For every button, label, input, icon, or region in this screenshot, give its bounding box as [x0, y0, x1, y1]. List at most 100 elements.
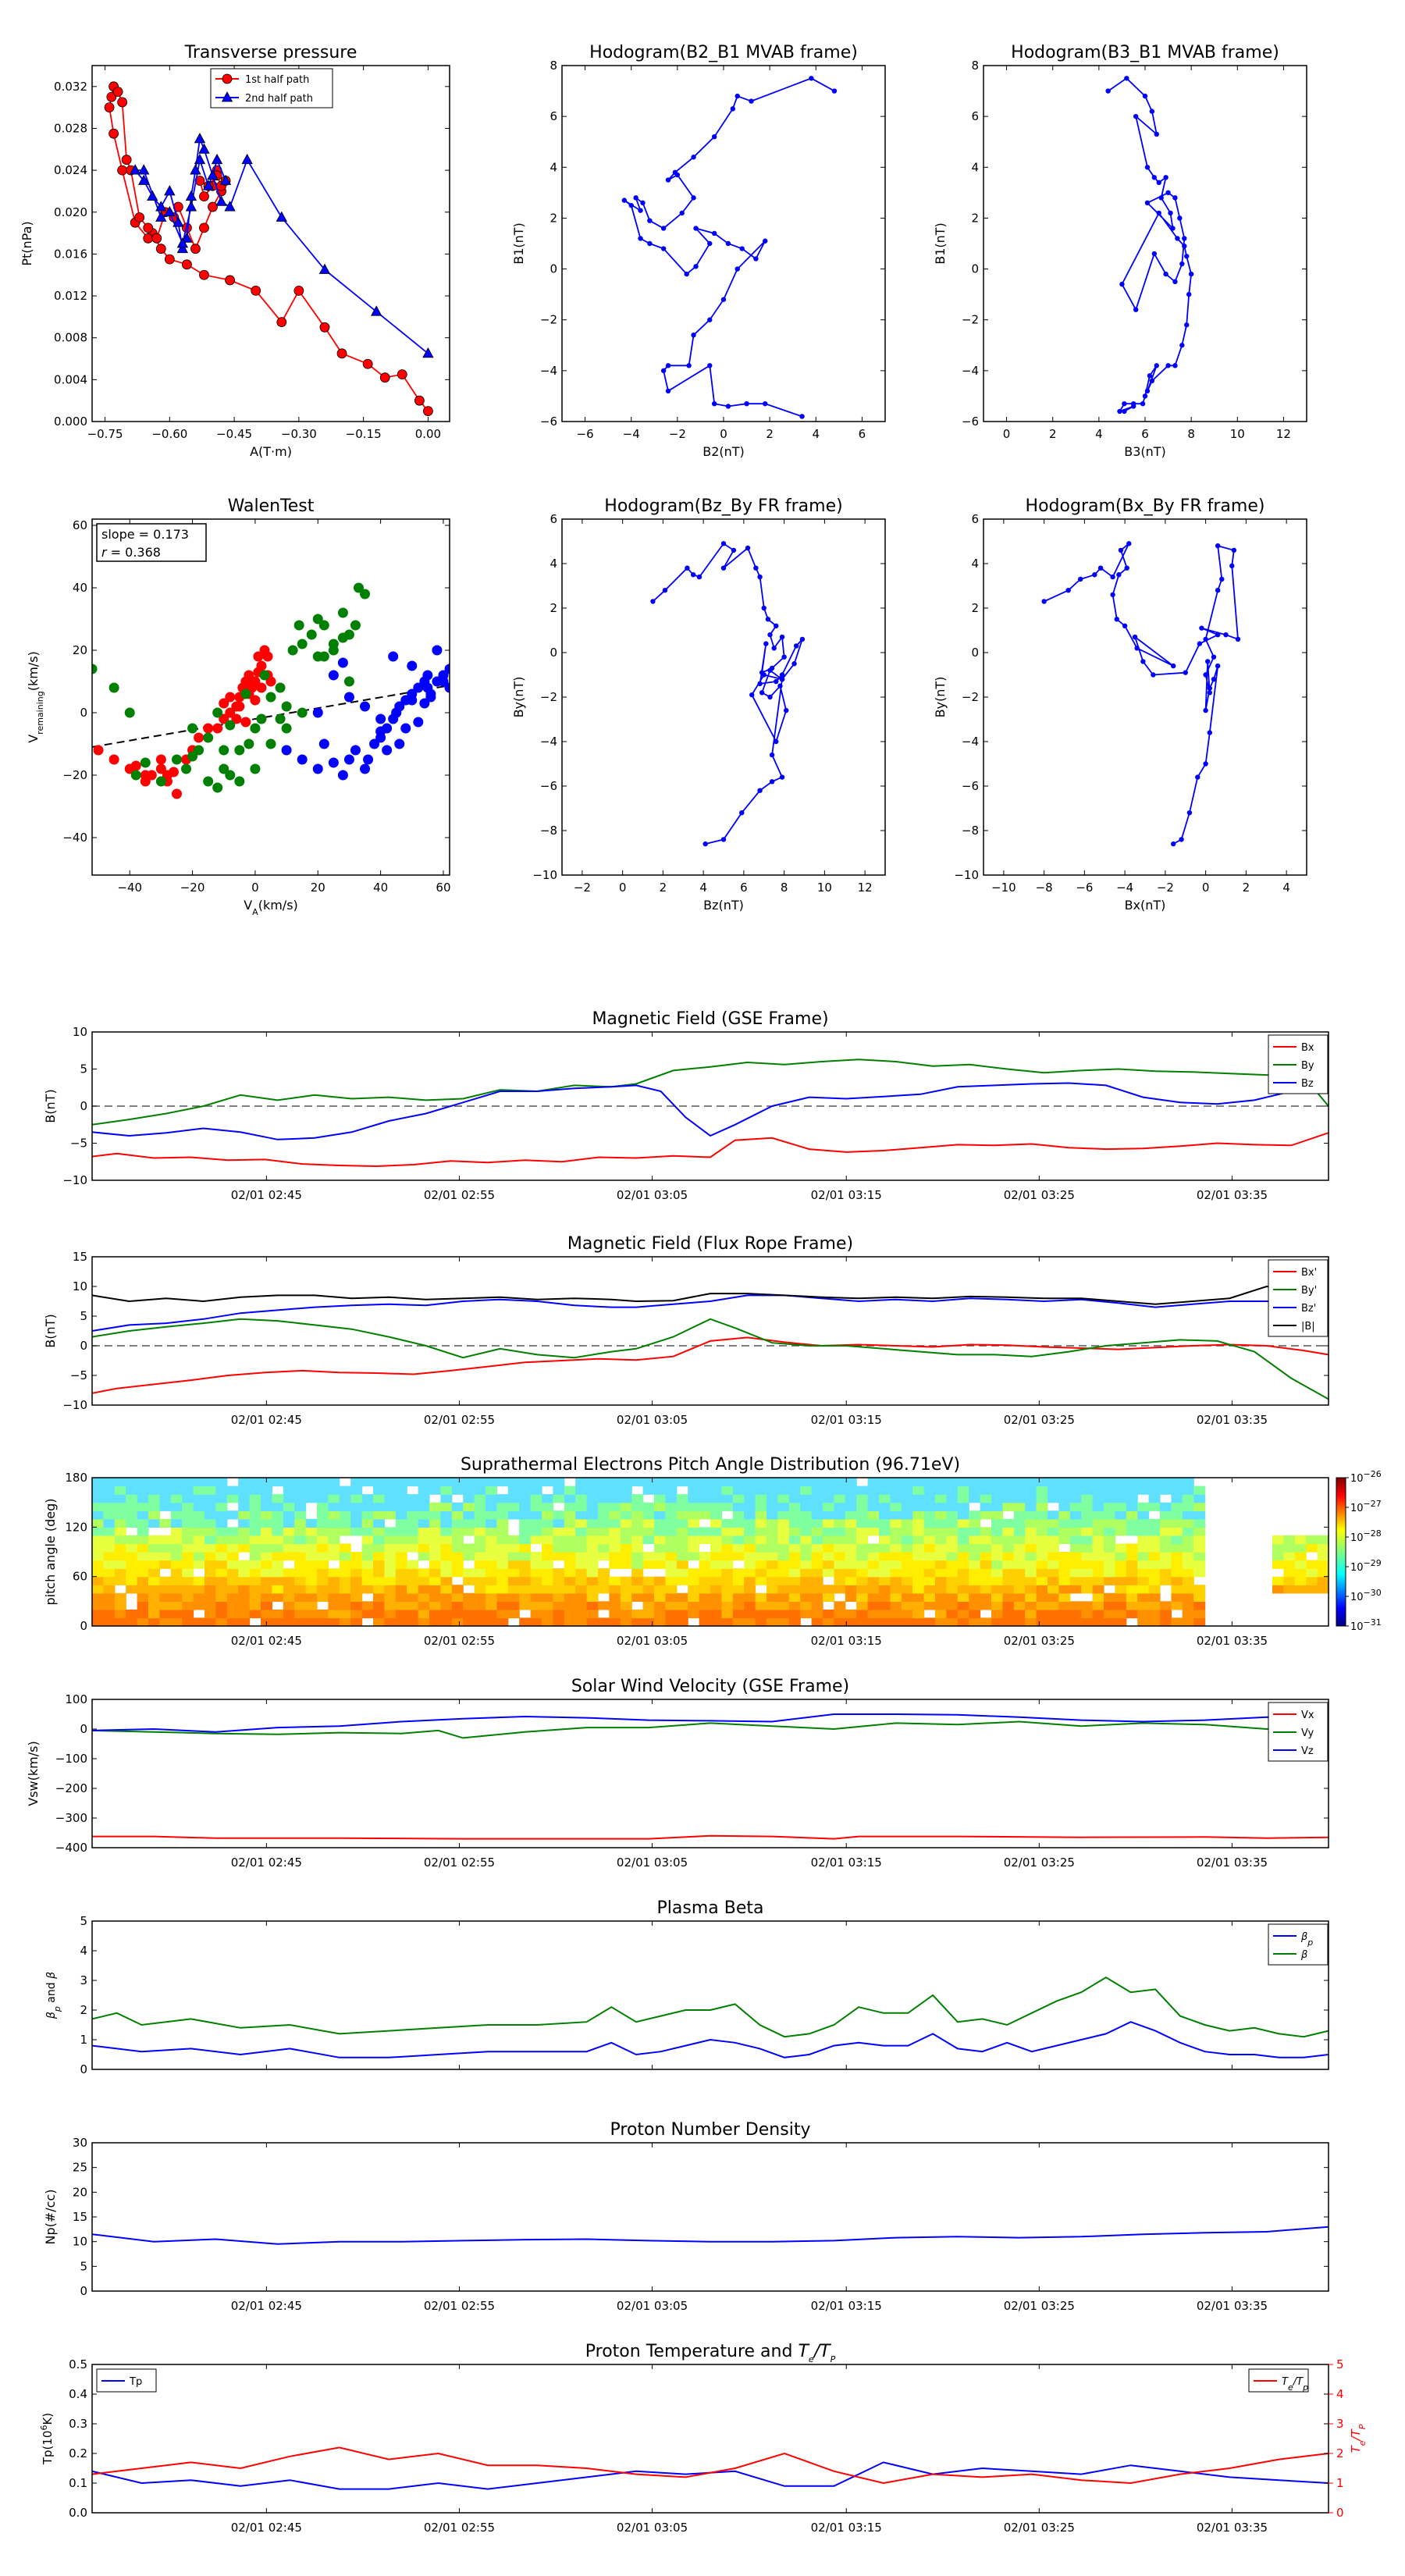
heatmap-cell: [755, 1535, 767, 1545]
heatmap-cell: [575, 1609, 588, 1619]
heatmap-cell: [969, 1576, 981, 1585]
right-y-tick-label: 0: [1336, 2506, 1344, 2520]
heatmap-cell: [1069, 1518, 1082, 1528]
data-point: [397, 369, 407, 380]
axes-frame: [91, 1699, 1329, 1848]
heatmap-cell: [429, 1478, 441, 1487]
heatmap-cell: [429, 1592, 441, 1602]
heatmap-cell: [879, 1502, 891, 1511]
heatmap-cell: [755, 1617, 767, 1627]
heatmap-cell: [665, 1560, 678, 1569]
heatmap-cell: [755, 1543, 767, 1553]
heatmap-cell: [1148, 1592, 1161, 1602]
heatmap-cell: [1002, 1585, 1015, 1594]
heatmap-cell: [507, 1592, 520, 1602]
heatmap-cell: [384, 1552, 397, 1561]
heatmap-cell: [834, 1485, 846, 1495]
heatmap-cell: [834, 1478, 846, 1487]
heatmap-cell: [1048, 1543, 1059, 1553]
heatmap-cell: [890, 1543, 902, 1553]
heatmap-cell: [788, 1478, 801, 1487]
heatmap-cell: [114, 1617, 126, 1627]
text-part: Proton Temperature and: [585, 2342, 799, 2361]
heatmap-cell: [654, 1609, 666, 1619]
heatmap-cell: [395, 1585, 407, 1594]
heatmap-cell: [935, 1585, 947, 1594]
heatmap-cell: [969, 1510, 981, 1520]
heatmap-cells: [92, 1478, 1329, 1627]
data-point: [1171, 841, 1176, 847]
heatmap-cell: [384, 1502, 397, 1511]
heatmap-cell: [1092, 1601, 1104, 1610]
data-point: [793, 643, 799, 649]
heatmap-cell: [777, 1535, 790, 1545]
heatmap-cell: [879, 1585, 891, 1594]
heatmap-cell: [564, 1527, 576, 1536]
heatmap-cell: [507, 1601, 520, 1610]
data-point: [190, 244, 201, 254]
heatmap-cell: [642, 1478, 655, 1487]
heatmap-cell: [1081, 1560, 1094, 1569]
heatmap-cell: [1092, 1510, 1104, 1520]
heatmap-cell: [305, 1592, 318, 1602]
data-point: [1134, 646, 1140, 651]
y-tick-label: 0: [971, 646, 979, 660]
heatmap-cell: [429, 1510, 441, 1520]
chart-title: Plasma Beta: [657, 1898, 764, 1918]
heatmap-cell: [946, 1592, 959, 1602]
heatmap-cell: [1193, 1592, 1206, 1602]
heatmap-cell: [834, 1568, 846, 1578]
heatmap-cell: [721, 1560, 734, 1569]
x-tick-label: −4: [623, 427, 640, 441]
heatmap-cell: [317, 1485, 329, 1495]
heatmap-cell: [553, 1601, 565, 1610]
heatmap-cell: [530, 1592, 542, 1602]
heatmap-cell: [823, 1502, 834, 1511]
heatmap-cell: [788, 1560, 801, 1569]
heatmap-cell: [486, 1585, 497, 1594]
data-point: [244, 738, 254, 749]
heatmap-cell: [226, 1494, 239, 1503]
series-line: [91, 1318, 1329, 1400]
heatmap-cell: [1104, 1568, 1115, 1578]
heatmap-cell: [890, 1552, 902, 1561]
heatmap-cell: [114, 1592, 126, 1602]
heatmap-cell: [957, 1502, 969, 1511]
heatmap-cell: [1182, 1585, 1194, 1594]
x-tick-label: 0: [720, 427, 727, 441]
heatmap-cell: [126, 1568, 138, 1578]
heatmap-cell: [654, 1543, 666, 1553]
heatmap-cell: [767, 1494, 778, 1503]
data-point: [297, 707, 308, 718]
heatmap-cell: [238, 1535, 251, 1545]
heatmap-cell: [137, 1601, 149, 1610]
heatmap-cell: [440, 1576, 453, 1585]
data-point: [674, 172, 681, 178]
heatmap-cell: [205, 1494, 216, 1503]
heatmap-cell: [980, 1485, 992, 1495]
data-point: [1203, 761, 1208, 767]
data-point: [130, 770, 141, 781]
axes-frame: [561, 65, 886, 422]
heatmap-cell: [1126, 1601, 1138, 1610]
heatmap-cell: [912, 1601, 925, 1610]
axes-frame: [91, 518, 450, 876]
heatmap-cell: [114, 1478, 126, 1487]
data-point: [665, 177, 671, 183]
data-point: [690, 572, 696, 578]
heatmap-cell: [272, 1609, 284, 1619]
heatmap-cell: [1058, 1535, 1071, 1545]
chart-title: Hodogram(B2_B1 MVAB frame): [589, 43, 858, 62]
data-point: [360, 589, 371, 600]
data-point: [151, 233, 162, 244]
heatmap-cell: [1193, 1585, 1206, 1594]
heatmap-cell: [361, 1552, 374, 1561]
heatmap-cell: [463, 1527, 475, 1536]
heatmap-cell: [823, 1585, 834, 1594]
data-point: [1184, 254, 1190, 259]
data-point: [744, 401, 749, 407]
heatmap-cell: [350, 1478, 363, 1487]
data-point: [1199, 625, 1204, 631]
data-point: [691, 195, 696, 201]
heatmap-cell: [721, 1502, 734, 1511]
